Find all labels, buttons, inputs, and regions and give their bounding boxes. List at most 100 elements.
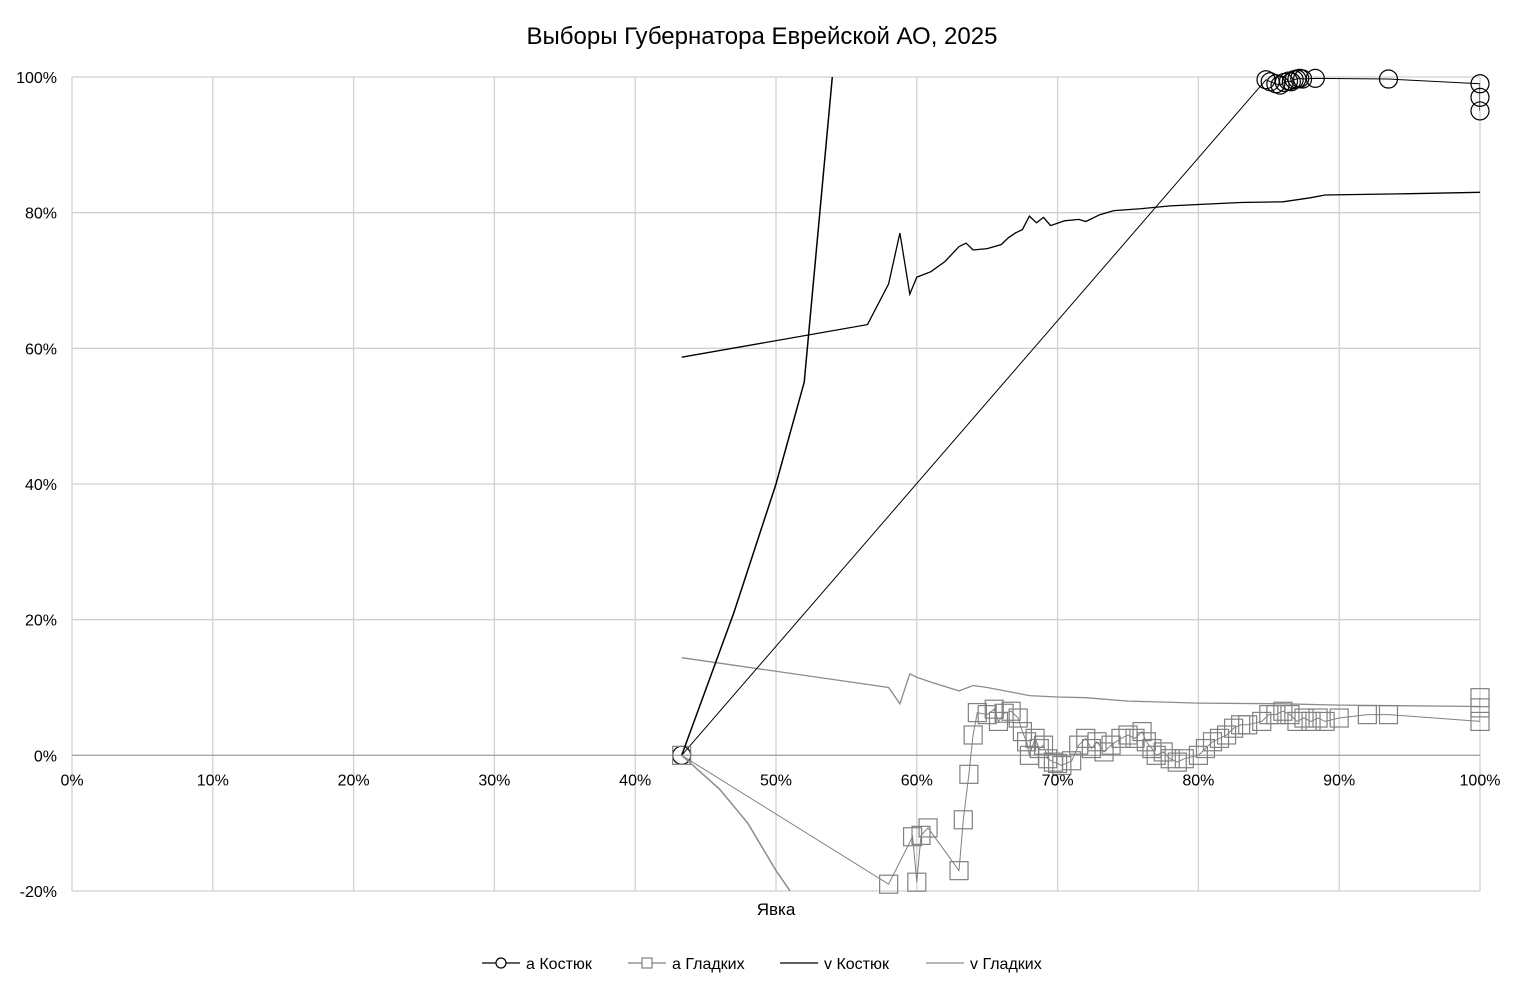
series-line <box>681 77 1480 756</box>
data-point <box>918 818 938 838</box>
x-tick-label: 30% <box>478 772 510 789</box>
x-tick-label: 40% <box>619 772 651 789</box>
data-point <box>1202 732 1223 752</box>
data-point <box>911 825 931 845</box>
data-point <box>1142 738 1162 759</box>
cumulative-line <box>681 191 1480 358</box>
data-point <box>967 702 987 723</box>
data-point <box>672 745 692 765</box>
data-point <box>1132 721 1152 742</box>
legend-label: v Гладких <box>970 956 1042 973</box>
data-point <box>1111 728 1131 748</box>
data-point <box>879 874 899 894</box>
data-point <box>988 711 1009 732</box>
x-tick-label: 10% <box>197 772 229 789</box>
data-point <box>1238 715 1258 735</box>
data-point <box>1266 705 1286 725</box>
y-tick-label: 0% <box>34 748 57 765</box>
data-point <box>1301 711 1321 732</box>
data-point <box>949 861 969 881</box>
data-point <box>1357 705 1377 725</box>
data-point <box>1470 698 1490 718</box>
data-point <box>1378 69 1399 89</box>
data-point <box>1047 753 1068 774</box>
legend: a Костюк a Гладких v Костюк v Гладких <box>482 956 1042 973</box>
x-tick-label: 80% <box>1182 772 1214 789</box>
series-group <box>681 754 791 891</box>
data-point <box>1052 755 1072 776</box>
x-tick-label: 90% <box>1323 772 1355 789</box>
data-point <box>1174 749 1194 769</box>
legend-marker <box>641 957 653 969</box>
x-axis-title: Явка <box>757 900 796 919</box>
x-tick-label: 60% <box>901 772 933 789</box>
data-point <box>1216 725 1237 745</box>
data-point <box>1470 101 1490 121</box>
data-point <box>1378 705 1399 725</box>
x-tick-label: 0% <box>60 772 83 789</box>
data-point <box>1038 749 1058 769</box>
data-point <box>1470 711 1490 732</box>
x-tick-label: 20% <box>338 772 370 789</box>
y-tick-label: 20% <box>25 613 57 630</box>
x-tick-label: 70% <box>1042 772 1074 789</box>
data-point <box>1305 68 1325 88</box>
legend-label: a Костюк <box>526 956 593 973</box>
data-point <box>907 872 927 892</box>
data-point <box>959 764 979 784</box>
legend-label: a Гладких <box>672 956 745 973</box>
data-point <box>1094 742 1114 762</box>
data-point <box>1329 708 1349 728</box>
legend-item: v Гладких <box>926 956 1042 973</box>
legend-marker <box>495 957 507 969</box>
series-line <box>681 754 791 891</box>
data-point <box>1087 732 1107 752</box>
data-point <box>1081 738 1101 759</box>
data-point <box>1273 701 1293 721</box>
x-tick-label: 50% <box>760 772 792 789</box>
data-point <box>984 699 1004 719</box>
data-point <box>1280 705 1300 725</box>
series-group <box>672 688 1490 894</box>
series-line <box>680 77 834 756</box>
data-point <box>1101 735 1121 755</box>
series-layer <box>672 68 1490 894</box>
data-point <box>1160 749 1180 769</box>
data-point <box>1195 738 1216 759</box>
data-point <box>1136 732 1156 752</box>
y-tick-label: 40% <box>25 477 57 494</box>
data-point <box>1294 708 1314 728</box>
data-point <box>953 810 973 830</box>
data-point <box>1252 711 1272 732</box>
data-point <box>1153 742 1173 762</box>
cumulative-line <box>681 657 1480 708</box>
data-point <box>1287 711 1307 732</box>
data-point <box>1308 708 1328 728</box>
data-point <box>1470 74 1490 94</box>
y-tick-label: -20% <box>20 884 57 901</box>
data-point <box>1223 718 1244 738</box>
tick-labels: -20% 0% 20% 40% 60% 80% 100% 0% 10% 20% 30% 40% 50% 6… <box>16 70 1500 901</box>
x-tick-label: 100% <box>1460 772 1501 789</box>
series-group <box>672 68 1490 765</box>
data-point <box>1315 711 1335 732</box>
data-point <box>1146 745 1166 765</box>
data-point <box>1076 728 1096 748</box>
series-group <box>680 77 834 756</box>
y-tick-label: 60% <box>25 341 57 358</box>
chart-title: Выборы Губернатора Еврейской АО, 2025 <box>527 23 998 50</box>
data-point <box>1001 701 1021 721</box>
data-point <box>1062 751 1082 771</box>
data-point <box>1470 688 1490 708</box>
series-line <box>681 697 1480 885</box>
data-point <box>1292 69 1313 89</box>
data-point <box>1125 728 1145 748</box>
data-point <box>963 725 983 745</box>
y-tick-label: 100% <box>16 70 57 87</box>
data-point <box>1209 728 1230 748</box>
data-point <box>977 705 997 725</box>
legend-label: v Костюк <box>824 956 890 973</box>
legend-item: a Костюк <box>482 956 593 973</box>
data-point <box>1270 75 1290 95</box>
